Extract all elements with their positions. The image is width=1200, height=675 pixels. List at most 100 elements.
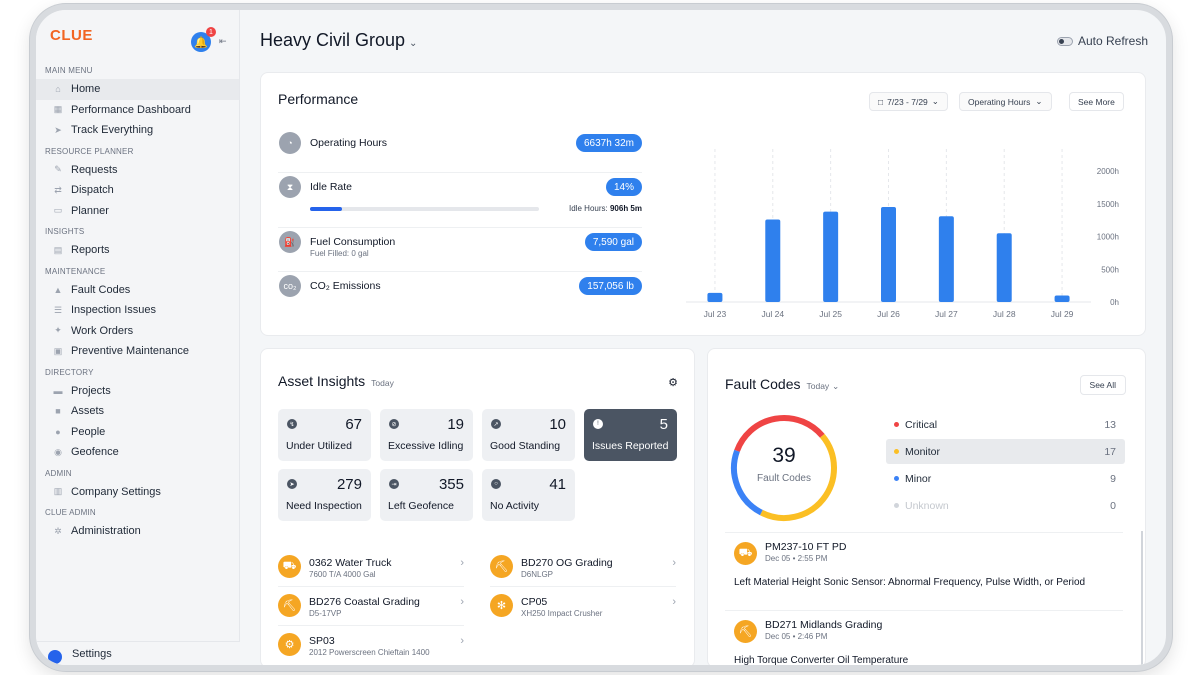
x-tick-label: Jul 27: [935, 309, 958, 319]
group-selector[interactable]: Heavy Civil Group ⌄: [260, 30, 417, 51]
sidebar-item-work-orders[interactable]: ✦ Work Orders: [36, 321, 239, 342]
asset-insights-header: Asset Insights Today: [278, 373, 394, 389]
asset-list-item[interactable]: ✻ CP05 XH250 Impact Crusher ›: [490, 590, 676, 626]
legend-count: 0: [1110, 499, 1116, 512]
clue-logo[interactable]: CLUE: [50, 26, 93, 44]
metric-label: Idle Rate: [310, 181, 353, 193]
sidebar-item-company-settings[interactable]: ▥ Company Settings: [36, 482, 239, 503]
insight-count: 67: [345, 416, 362, 433]
notification-bell-icon[interactable]: 🔔 1: [191, 27, 216, 52]
insight-tile-need-inspection[interactable]: ➤ 279 Need Inspection: [278, 469, 371, 521]
asset-insights-period[interactable]: Today: [371, 378, 394, 388]
chart-bar[interactable]: [996, 233, 1012, 302]
donut-segment-monitor[interactable]: [760, 433, 837, 521]
date-range-picker[interactable]: □ 7/23 - 7/29 ⌄: [869, 92, 948, 111]
metric-select[interactable]: Operating Hours ⌄: [959, 92, 1052, 111]
insight-tile-no-activity[interactable]: ○ 41 No Activity: [482, 469, 575, 521]
insight-tile-excessive-idling[interactable]: ⊘ 19 Excessive Idling: [380, 409, 473, 461]
sidebar-item-dispatch[interactable]: ⇄ Dispatch: [36, 180, 239, 201]
idle-hours: Idle Hours: 906h 5m: [569, 204, 642, 213]
checklist-icon: ☰: [53, 304, 63, 315]
date-range-label: 7/23 - 7/29: [887, 96, 928, 107]
x-tick-label: Jul 26: [877, 309, 900, 319]
sidebar-item-performance-dashboard[interactable]: ▦ Performance Dashboard: [36, 100, 239, 121]
insight-count: 279: [336, 476, 362, 493]
auto-refresh[interactable]: Auto Refresh: [1056, 34, 1148, 48]
sidebar-item-label: Performance Dashboard: [71, 103, 191, 116]
metric-row: ⧗ Idle Rate 14% Idle Hours: 906h 5m: [278, 173, 642, 228]
insight-tile-good-standing[interactable]: ↗ 10 Good Standing: [482, 409, 575, 461]
insight-label: Under Utilized: [286, 440, 352, 452]
dozer-icon: ⛏: [734, 620, 757, 643]
see-more-button[interactable]: See More: [1069, 92, 1124, 111]
insight-label: Excessive Idling: [388, 440, 464, 452]
asset-list-item[interactable]: ⛟ 0362 Water Truck 7600 T/A 4000 Gal ›: [278, 551, 464, 587]
fault-legend-monitor[interactable]: Monitor 17: [886, 439, 1125, 464]
chart-bar[interactable]: [707, 292, 723, 302]
auto-refresh-label: Auto Refresh: [1077, 34, 1148, 48]
sidebar-item-assets[interactable]: ■ Assets: [36, 401, 239, 422]
fault-entry[interactable]: ⛏ BD271 Midlands Grading Dec 05 • 2:46 PM H…: [725, 611, 1123, 665]
sidebar-item-track-everything[interactable]: ➤ Track Everything: [36, 120, 239, 141]
sidebar-item-planner[interactable]: ▭ Planner: [36, 201, 239, 222]
sidebar-item-label: Assets: [71, 405, 105, 418]
donut-segment-minor[interactable]: [731, 449, 763, 516]
sidebar-item-home[interactable]: ⌂ Home: [36, 79, 239, 100]
sidebar-item-label: Geofence: [71, 446, 119, 459]
sidebar-item-projects[interactable]: ▬ Projects: [36, 381, 239, 402]
collapse-sidebar-icon[interactable]: ⇤: [219, 36, 227, 46]
fault-codes-donut: [731, 415, 837, 521]
fault-asset-name: BD271 Midlands Grading: [765, 619, 883, 631]
idle-hours-label: Idle Hours:: [569, 204, 608, 213]
sidebar-item-requests[interactable]: ✎ Requests: [36, 160, 239, 181]
nav-section-title: DIRECTORY: [45, 367, 94, 377]
sidebar-item-inspection-issues[interactable]: ☰ Inspection Issues: [36, 300, 239, 321]
asset-list-item[interactable]: ⚙ SP03 2012 Powerscreen Chieftain 1400 ›: [278, 629, 464, 665]
sidebar-item-preventive-maintenance[interactable]: ▣ Preventive Maintenance: [36, 341, 239, 362]
y-tick-label: 1000h: [1097, 233, 1119, 242]
auto-refresh-toggle[interactable]: [1056, 36, 1073, 46]
fault-codes-title: Fault Codes: [725, 376, 801, 392]
sidebar-settings[interactable]: Settings: [36, 641, 240, 665]
sidebar-item-label: Dispatch: [71, 184, 114, 197]
fault-legend-unknown[interactable]: Unknown 0: [886, 493, 1125, 518]
legend-count: 17: [1104, 445, 1116, 458]
chart-bar[interactable]: [823, 211, 839, 302]
device-frame: CLUE 🔔 1 ⇤ MAIN MENU ⌂ Home ▦ Performance Das…: [30, 4, 1172, 671]
insight-tile-left-geofence[interactable]: ⇥ 355 Left Geofence: [380, 469, 473, 521]
insight-tile-under-utilized[interactable]: ↯ 67 Under Utilized: [278, 409, 371, 461]
chart-bar[interactable]: [765, 219, 781, 302]
chart-bar[interactable]: [1054, 295, 1070, 302]
fault-codes-total-label: Fault Codes: [757, 473, 811, 484]
y-tick-label: 500h: [1101, 265, 1119, 274]
chevron-right-icon: ›: [460, 635, 464, 647]
fault-list-scrollbar[interactable]: [1141, 531, 1143, 665]
fuel-icon: ⛽: [279, 231, 301, 253]
fault-codes-period[interactable]: Today: [806, 381, 830, 391]
fault-legend-critical[interactable]: Critical 13: [886, 412, 1125, 437]
fault-legend-minor[interactable]: Minor 9: [886, 466, 1125, 491]
chart-bar[interactable]: [938, 216, 954, 302]
sidebar-item-administration[interactable]: ✲ Administration: [36, 521, 239, 542]
sidebar-item-people[interactable]: ● People: [36, 422, 239, 443]
chevron-down-icon: ⌄: [832, 381, 840, 391]
sidebar-item-geofence[interactable]: ◉ Geofence: [36, 442, 239, 463]
y-tick-label: 0h: [1110, 298, 1119, 307]
sidebar-item-reports[interactable]: ▤ Reports: [36, 240, 239, 261]
gear-icon[interactable]: ⚙: [668, 377, 678, 389]
chart-bar[interactable]: [881, 207, 896, 302]
legend-label: Critical: [905, 418, 938, 431]
sidebar-item-fault-codes[interactable]: ▲ Fault Codes: [36, 280, 239, 301]
insight-tile-issues-reported[interactable]: ! 5 Issues Reported: [584, 409, 677, 461]
sidebar-item-label: Home: [71, 83, 101, 96]
fault-entry[interactable]: ⛟ PM237-10 FT PD Dec 05 • 2:55 PM Left Mate…: [725, 533, 1123, 611]
donut-segment-critical[interactable]: [734, 415, 825, 452]
app-window: CLUE 🔔 1 ⇤ MAIN MENU ⌂ Home ▦ Performance Das…: [36, 10, 1166, 665]
insight-label: No Activity: [490, 500, 540, 512]
asset-list-item[interactable]: ⛏ BD270 OG Grading D6NLGP ›: [490, 551, 676, 587]
asset-list-item[interactable]: ⛏ BD276 Coastal Grading D5-17VP ›: [278, 590, 464, 626]
legend-dot: [894, 476, 899, 481]
insight-label: Need Inspection: [286, 500, 362, 512]
x-tick-label: Jul 25: [819, 309, 842, 319]
see-all-button[interactable]: See All: [1079, 375, 1126, 395]
